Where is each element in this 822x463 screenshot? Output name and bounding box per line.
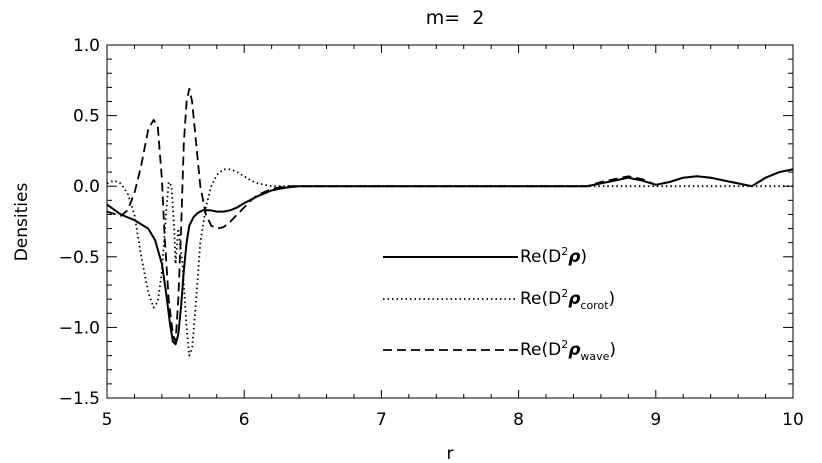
legend-prefix: Re(D (520, 289, 561, 309)
x-tick-label: 7 (376, 410, 387, 430)
legend-label: Re(D2ρwave) (520, 338, 616, 363)
y-axis: 1.0 0.5 0.0 −0.5 −1.0 −1.5 (59, 36, 793, 409)
series-layer (106, 87, 794, 357)
y-axis-label: Densities (12, 183, 32, 262)
legend-sub: wave (580, 350, 609, 363)
y-tick-label: −0.5 (59, 248, 100, 268)
legend-symbol: ρ (568, 247, 580, 267)
x-tick-label: 5 (102, 410, 113, 430)
y-tick-label: 0.0 (73, 177, 100, 197)
legend-suffix: ) (609, 289, 616, 309)
series-line-dashed (106, 87, 794, 343)
legend-sup: 2 (561, 338, 568, 351)
chart-title: m= 2 (426, 7, 485, 29)
y-tick-label: 1.0 (73, 36, 100, 56)
legend-label: Re(D2ρ) (520, 245, 587, 267)
legend-label: Re(D2ρcorot) (520, 287, 615, 312)
x-tick-label: 8 (513, 410, 524, 430)
y-tick-label: −1.0 (59, 318, 100, 338)
legend-sup: 2 (561, 245, 568, 258)
x-tick-label: 10 (782, 410, 804, 430)
x-tick-label: 6 (239, 410, 250, 430)
legend-symbol: ρ (568, 289, 580, 309)
legend-prefix: Re(D (520, 340, 561, 360)
y-tick-label: −1.5 (59, 389, 100, 409)
legend-suffix: ) (580, 247, 587, 267)
legend-symbol: ρ (568, 340, 580, 360)
legend-suffix: ) (609, 340, 616, 360)
legend-sub: corot (580, 299, 609, 312)
x-tick-label: 9 (650, 410, 661, 430)
x-axis: 5 6 7 8 9 10 (102, 45, 804, 430)
x-axis-label: r (447, 444, 454, 463)
series-line-dotted (106, 168, 793, 357)
legend-prefix: Re(D (520, 247, 561, 267)
legend-sup: 2 (561, 287, 568, 300)
plot-area (106, 44, 794, 399)
plot-frame (106, 44, 794, 399)
y-tick-label: 0.5 (73, 107, 100, 127)
legend: Re(D2ρ)Re(D2ρcorot)Re(D2ρwave) (383, 245, 616, 363)
